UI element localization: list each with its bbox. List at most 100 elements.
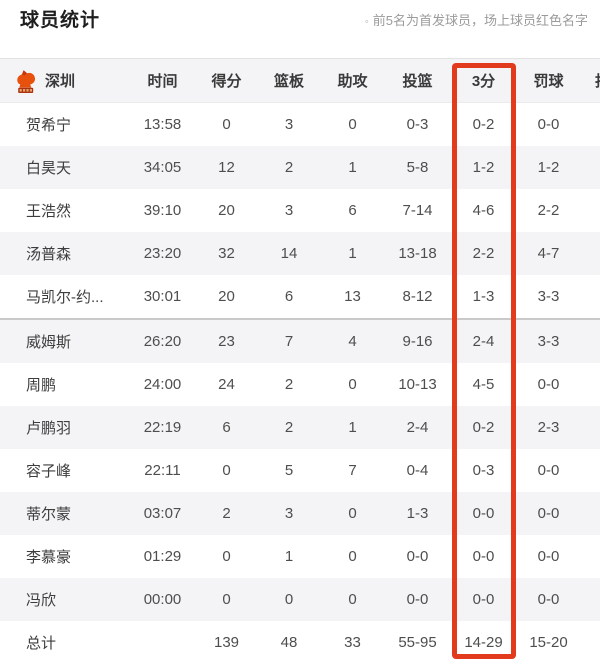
stat-cell: 0 <box>222 548 231 565</box>
stat-cell: 2-2 <box>472 245 495 262</box>
clipped-cell <box>580 275 600 319</box>
team-logo-icon <box>14 68 38 94</box>
clipped-cell <box>580 621 600 664</box>
stat-cell: 1-3 <box>406 505 429 522</box>
player-row: 王浩然 39:10 20 3 6 7-14 4-6 2-2 <box>0 189 600 232</box>
player-name: 周鹏 <box>26 377 57 394</box>
team-header-cell: 深圳 <box>0 59 130 103</box>
col-header-steals-clipped: 抢断 <box>580 59 600 103</box>
player-row: 蒂尔蒙 03:07 2 3 0 1-3 0-0 0-0 <box>0 492 600 535</box>
stat-cell: 26:20 <box>130 318 195 363</box>
player-name: 蒂尔蒙 <box>26 506 72 523</box>
player-row: 周鹏 24:00 24 2 0 10-13 4-5 0-0 <box>0 363 600 406</box>
player-row: 白昊天 34:05 12 2 1 5-8 1-2 1-2 <box>0 146 600 189</box>
stat-cell: 2-4 <box>450 318 517 363</box>
total-row: 总计 139 48 33 55-95 14-29 15-20 <box>0 621 600 664</box>
player-row: 贺希宁 13:58 0 3 0 0-3 0-2 0-0 <box>0 103 600 147</box>
stat-cell: 0-0 <box>537 376 560 393</box>
stat-cell: 15-20 <box>529 634 568 651</box>
note-bullet-icon: ◦ <box>364 16 369 28</box>
clipped-cell <box>580 535 600 578</box>
player-name: 汤普森 <box>26 246 72 263</box>
stat-cell: 2-3 <box>537 419 560 436</box>
stat-cell: 5-8 <box>406 159 429 176</box>
stat-cell: 2 <box>284 159 294 176</box>
col-header-free-throws: 罚球 <box>517 59 580 103</box>
stat-cell: 0 <box>348 376 357 393</box>
stat-cell: 1-3 <box>472 288 495 305</box>
stat-cell: 13-18 <box>398 245 437 262</box>
player-row: 冯欣 00:00 0 0 0 0-0 0-0 0-0 <box>0 578 600 621</box>
stat-cell: 12 <box>218 159 235 176</box>
starters-note-text: 前5名为首发球员，场上球员红色名字 <box>372 13 588 28</box>
stat-cell: 0-0 <box>537 116 560 133</box>
clipped-cell <box>580 146 600 189</box>
stat-cell: 2 <box>284 419 294 436</box>
col-header-assists: 助攻 <box>320 59 385 103</box>
col-header-points: 得分 <box>195 59 258 103</box>
stat-cell: 24 <box>218 376 235 393</box>
stat-cell: 13:58 <box>143 116 182 133</box>
clipped-cell <box>580 492 600 535</box>
stat-cell: 0-0 <box>406 548 429 565</box>
stat-cell: 4-5 <box>472 376 495 393</box>
stat-cell: 8-12 <box>402 288 433 305</box>
clipped-cell <box>580 406 600 449</box>
stat-cell: 0 <box>222 591 231 608</box>
stat-cell: 3 <box>284 202 294 219</box>
stat-cell: 1 <box>284 548 294 565</box>
stat-cell: 0-0 <box>406 591 429 608</box>
stats-header: 球员统计 ◦ 前5名为首发球员，场上球员红色名字 <box>0 0 600 58</box>
stat-cell: 22:11 <box>144 462 181 479</box>
stat-cell: 0-0 <box>472 548 495 565</box>
stat-cell: 4 <box>320 318 385 363</box>
stat-cell: 4-7 <box>537 245 560 262</box>
stat-cell: 20 <box>218 202 235 219</box>
stat-cell: 23 <box>195 318 258 363</box>
player-name: 威姆斯 <box>0 318 130 363</box>
stat-cell: 1 <box>348 419 357 436</box>
stat-cell: 2-4 <box>406 419 429 436</box>
stat-cell: 34:05 <box>143 159 182 176</box>
stat-cell: 0 <box>348 116 357 133</box>
stat-cell: 30:01 <box>143 288 182 305</box>
stat-cell: 13 <box>344 288 361 305</box>
stat-cell: 55-95 <box>398 634 437 651</box>
stat-cell: 0-2 <box>472 116 495 133</box>
page-title: 球员统计 <box>20 10 101 31</box>
stat-cell: 0-2 <box>472 419 495 436</box>
player-name: 马凯尔-约... <box>26 289 104 306</box>
stat-cell: 0-3 <box>472 462 495 479</box>
clipped-cell <box>580 449 600 492</box>
stat-cell: 7 <box>258 318 320 363</box>
col-header-three-points: 3分 <box>450 59 517 103</box>
clipped-cell <box>580 232 600 275</box>
stats-table-body: 贺希宁 13:58 0 3 0 0-3 0-2 0-0 白昊天 34:05 12 2 1 5-8 1-2 1-… <box>0 103 600 665</box>
clipped-cell <box>580 578 600 621</box>
player-row: 马凯尔-约... 30:01 20 6 13 8-12 1-3 3-3 <box>0 275 600 319</box>
col-header-time: 时间 <box>130 59 195 103</box>
player-row: 威姆斯 26:20 23 7 4 9-16 2-4 3-3 <box>0 318 600 363</box>
clipped-cell <box>580 189 600 232</box>
total-label: 总计 <box>26 635 57 652</box>
stat-cell: 3 <box>284 116 294 133</box>
stat-cell: 6 <box>222 419 231 436</box>
stat-cell: 0 <box>348 505 357 522</box>
stat-cell: 24:00 <box>143 376 182 393</box>
stat-cell: 0-4 <box>406 462 429 479</box>
stat-cell: 39:10 <box>143 202 182 219</box>
stat-cell: 0 <box>222 462 231 479</box>
player-name: 李慕豪 <box>26 549 72 566</box>
stat-cell: 7-14 <box>402 202 433 219</box>
stat-cell: 0 <box>348 548 357 565</box>
stat-cell: 6 <box>284 288 294 305</box>
stat-cell: 33 <box>344 634 361 651</box>
stat-cell: 03:07 <box>143 505 182 522</box>
stat-cell: 23:20 <box>143 245 182 262</box>
stat-cell: 9-16 <box>385 318 450 363</box>
stat-cell: 7 <box>348 462 357 479</box>
team-name: 深圳 <box>45 72 76 90</box>
player-name: 冯欣 <box>26 592 57 609</box>
stat-cell: 32 <box>218 245 235 262</box>
stat-cell: 5 <box>284 462 294 479</box>
